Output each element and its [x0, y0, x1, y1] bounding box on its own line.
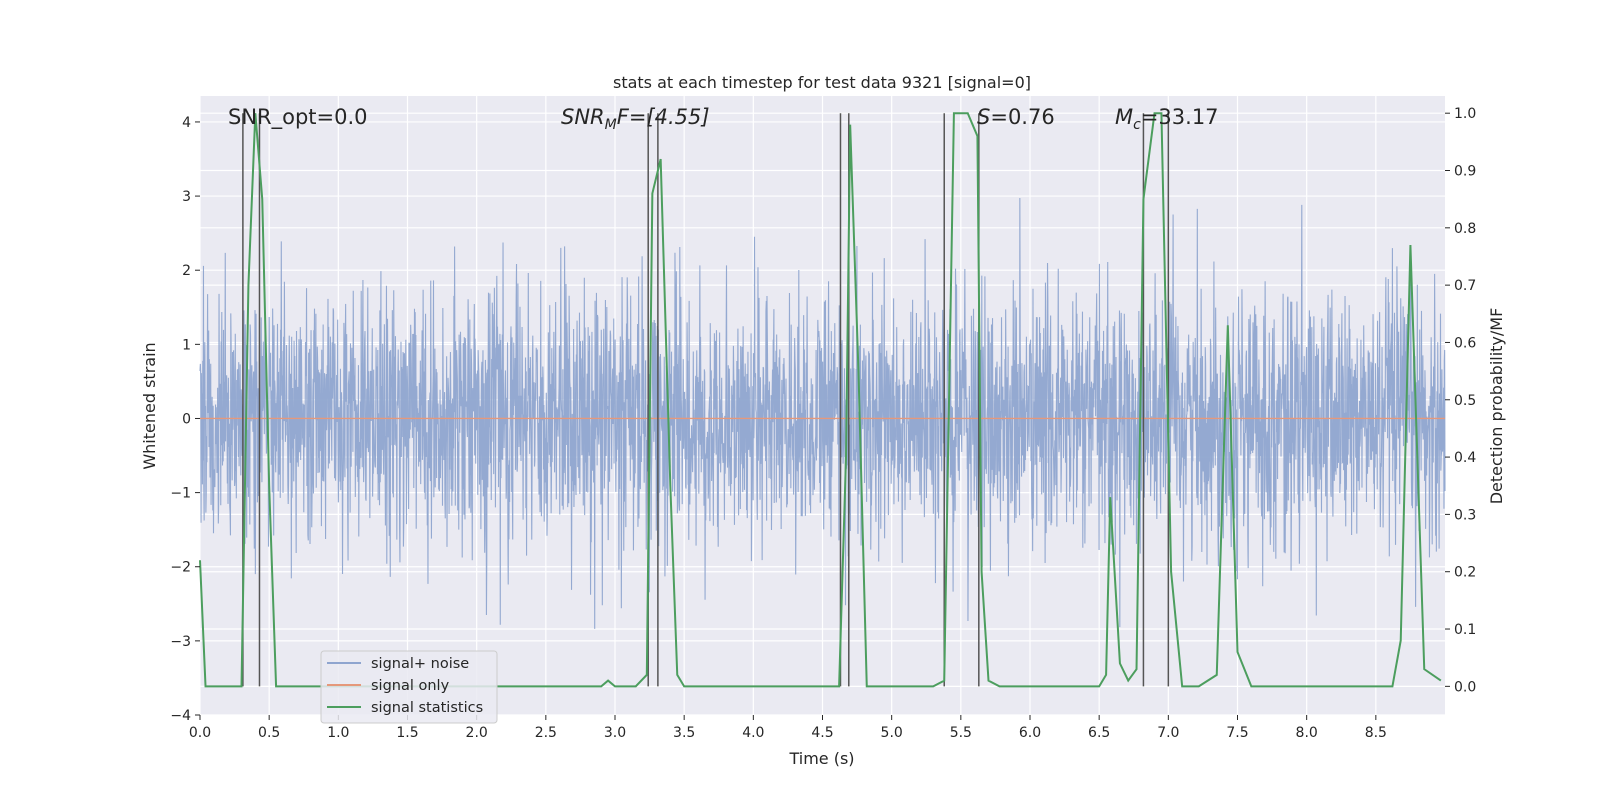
- x-axis-label: Time (s): [788, 749, 854, 768]
- y-right-tick-label: 0.6: [1454, 335, 1476, 351]
- x-tick-label: 5.0: [881, 725, 903, 741]
- x-tick-label: 2.0: [466, 725, 488, 741]
- y-right-tick-label: 0.5: [1454, 393, 1476, 409]
- y-tick-label: −1: [170, 486, 191, 502]
- y-right-tick-label: 0.9: [1454, 164, 1476, 180]
- y-tick-label: 4: [182, 115, 191, 131]
- annotation-mc-sub: c: [1133, 117, 1141, 133]
- x-tick-label: 3.0: [604, 725, 626, 741]
- annotation-snr-mf-prefix: SNR: [561, 105, 605, 129]
- y-axis-label: Whitened strain: [140, 342, 159, 469]
- y-right-tick-label: 0.8: [1454, 221, 1476, 237]
- annotation-mc-var: M: [1115, 105, 1133, 129]
- x-tick-label: 8.5: [1365, 725, 1387, 741]
- signal-statistics-line: [199, 112, 1442, 688]
- annotation-mc-value: =33.17: [1141, 105, 1219, 129]
- legend: signal+ noise signal only signal statist…: [320, 650, 498, 724]
- x-tick-label: 5.5: [950, 725, 972, 741]
- legend-label-noise: signal+ noise: [371, 656, 469, 672]
- annotation-s-var: S: [977, 105, 990, 129]
- signal-statistics-series: [199, 112, 1442, 688]
- chart-title: stats at each timestep for test data 932…: [613, 73, 1031, 92]
- y-tick-label: −4: [170, 708, 191, 724]
- y-right-tick-label: 0.4: [1454, 450, 1476, 466]
- annotation-snr-mf-suffix: F=[4.55]: [617, 105, 710, 129]
- y-axis-right-label: Detection probability/MF: [1487, 308, 1506, 505]
- legend-label-statistics: signal statistics: [371, 700, 483, 716]
- x-tick-label: 4.0: [742, 725, 764, 741]
- annotation-s: S=0.76: [977, 105, 1055, 129]
- x-tick-label: 3.5: [673, 725, 695, 741]
- x-tick-label: 2.5: [535, 725, 557, 741]
- noise-line: [199, 197, 1446, 629]
- tick-labels: 0.0 0.5 1.0 1.5 2.0 2.5 3.0 3.5 4.0 4.5 5.0 5.5 6.0 6…: [170, 106, 1476, 741]
- y-tick-label: 2: [182, 263, 191, 279]
- x-tick-label: 0.0: [189, 725, 211, 741]
- annotation-mc: Mc=33.17: [1115, 105, 1219, 133]
- annotation-s-value: =0.76: [990, 105, 1054, 129]
- x-tick-label: 1.5: [396, 725, 418, 741]
- x-tick-label: 8.0: [1296, 725, 1318, 741]
- y-right-tick-label: 0.3: [1454, 507, 1476, 523]
- x-tick-label: 7.5: [1226, 725, 1248, 741]
- x-tick-label: 0.5: [258, 725, 280, 741]
- y-right-tick-label: 0.1: [1454, 622, 1476, 638]
- y-tick-label: 0: [182, 411, 191, 427]
- annotation-snr-mf-sub: M: [605, 117, 617, 133]
- annotation-snr-mf: SNRMF=[4.55]: [561, 105, 710, 133]
- x-tick-label: 7.0: [1157, 725, 1179, 741]
- y-right-tick-label: 0.7: [1454, 278, 1476, 294]
- noise-series: [199, 197, 1446, 629]
- y-tick-label: −2: [170, 560, 191, 576]
- x-tick-label: 4.5: [811, 725, 833, 741]
- y-tick-label: 3: [182, 189, 191, 205]
- annotation-snr-opt: SNR_opt=0.0: [228, 105, 368, 130]
- y-tick-label: −3: [170, 634, 191, 650]
- x-tick-label: 6.5: [1088, 725, 1110, 741]
- y-tick-label: 1: [182, 337, 191, 353]
- legend-box: [320, 650, 498, 724]
- y-right-tick-label: 0.0: [1454, 679, 1476, 695]
- y-right-tick-label: 1.0: [1454, 106, 1476, 122]
- x-tick-label: 1.0: [327, 725, 349, 741]
- legend-label-signal-only: signal only: [371, 678, 450, 694]
- x-tick-label: 6.0: [1019, 725, 1041, 741]
- y-right-tick-label: 0.2: [1454, 565, 1476, 581]
